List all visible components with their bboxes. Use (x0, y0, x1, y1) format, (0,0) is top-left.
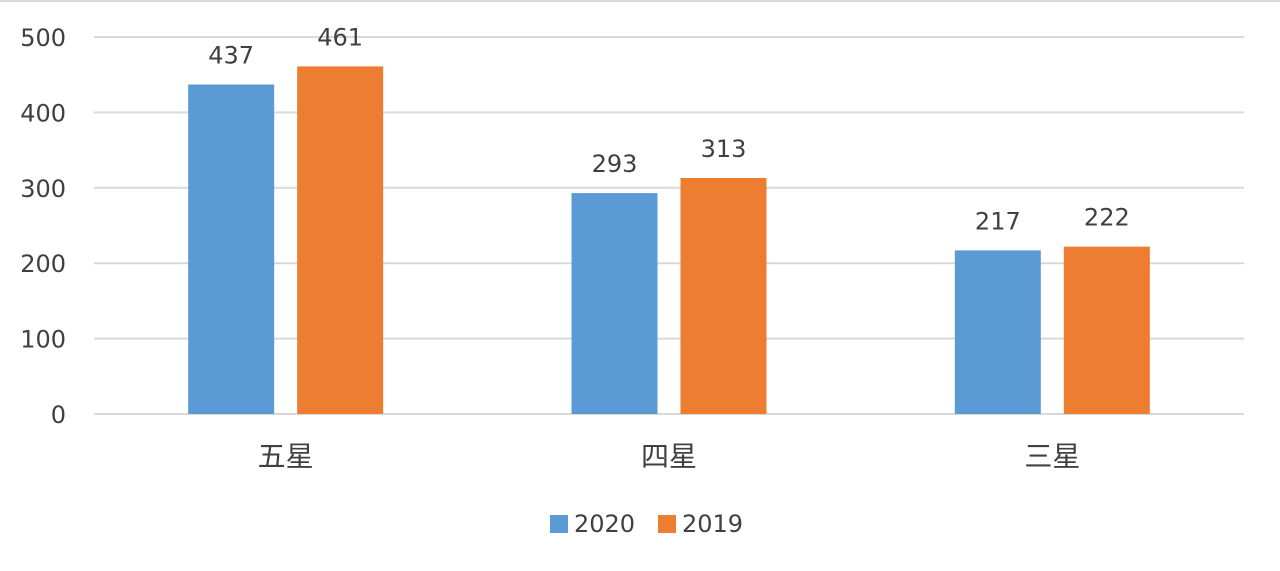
gridlines (94, 36, 1244, 415)
data-labels: 437 461 293 313 217 222 (208, 23, 1129, 235)
data-label: 222 (1084, 204, 1130, 232)
data-label: 217 (975, 207, 1021, 235)
bar-2019-五星 (297, 66, 384, 414)
x-tick-label: 三星 (1024, 440, 1080, 473)
legend: 2020 2019 (550, 510, 743, 538)
y-tick-label: 200 (20, 250, 66, 278)
legend-label: 2020 (574, 510, 635, 538)
x-axis: 五星 四星 三星 (258, 440, 1081, 473)
legend-swatch (550, 515, 568, 533)
bar-2019-三星 (1063, 246, 1150, 414)
bars (188, 66, 1150, 414)
data-label: 313 (701, 135, 747, 163)
bar-2020-四星 (571, 193, 658, 414)
y-tick-label: 0 (51, 401, 66, 429)
x-tick-label: 五星 (258, 440, 314, 473)
y-tick-label: 300 (20, 175, 66, 203)
bar-2020-五星 (188, 84, 275, 414)
legend-label: 2019 (682, 510, 743, 538)
bar-2019-四星 (680, 177, 767, 414)
data-label: 437 (208, 42, 254, 70)
data-label: 293 (592, 150, 638, 178)
legend-swatch (658, 515, 676, 533)
y-tick-label: 100 (20, 326, 66, 354)
x-tick-label: 四星 (641, 440, 697, 473)
y-tick-label: 500 (20, 24, 66, 52)
bar-2020-三星 (954, 250, 1041, 414)
data-label: 461 (317, 23, 363, 51)
y-axis: 0 100 200 300 400 500 (20, 24, 66, 429)
y-tick-label: 400 (20, 99, 66, 127)
